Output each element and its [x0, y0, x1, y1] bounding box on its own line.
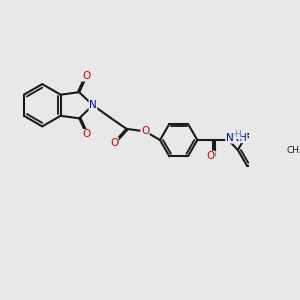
- Text: N: N: [226, 133, 233, 143]
- Text: NH: NH: [232, 133, 247, 142]
- Text: O: O: [82, 71, 91, 81]
- Text: O: O: [82, 130, 91, 140]
- Text: CH₃: CH₃: [287, 146, 300, 154]
- Text: N: N: [89, 100, 97, 110]
- Text: O: O: [207, 151, 215, 161]
- Text: O: O: [141, 126, 149, 136]
- Text: O: O: [110, 137, 118, 148]
- Text: H: H: [235, 130, 241, 139]
